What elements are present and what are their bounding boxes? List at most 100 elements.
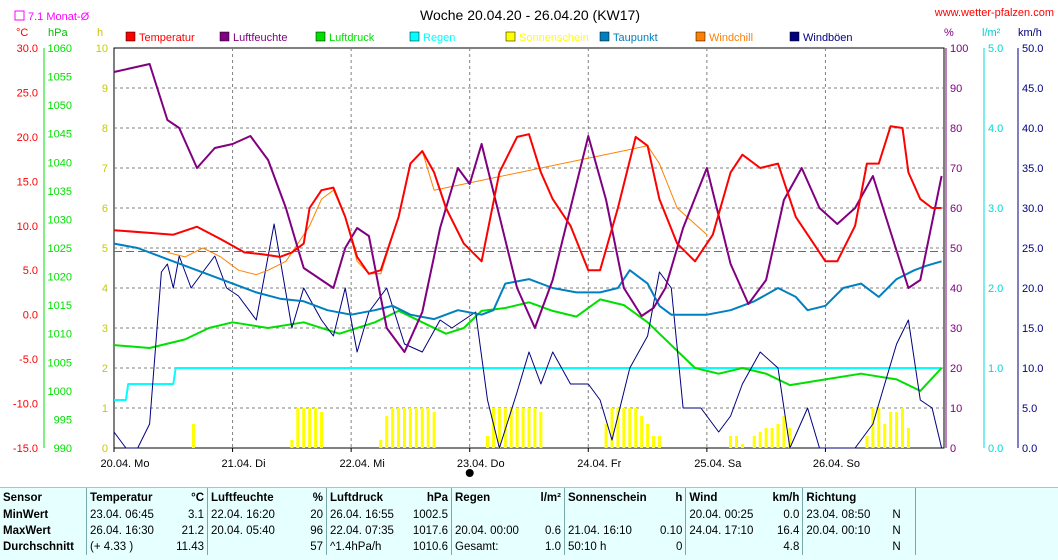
rain-time: 20.04. 00:00: [451, 523, 528, 539]
site-link[interactable]: www.wetter-pfalzen.com: [934, 7, 1054, 19]
sunshine-bar: [391, 408, 395, 448]
row-spacer: [915, 507, 1058, 523]
sunshine-bar: [420, 408, 424, 448]
sunshine-bar: [432, 412, 436, 448]
sun-time: 21.04. 16:10: [564, 523, 657, 539]
axis-tick-label-temp: 5.0: [23, 265, 38, 277]
axis-tick-label-humidity: 40: [950, 283, 962, 295]
axis-tick-label-temp: -15.0: [13, 443, 38, 455]
chart-title: Woche 20.04.20 - 26.04.20 (KW17): [420, 7, 640, 23]
axis-tick-label-sunshine: 10: [96, 43, 108, 55]
sunshine-bar: [497, 408, 501, 448]
dir-val: N: [892, 509, 901, 521]
sunshine-bar: [426, 408, 430, 448]
axis-tick-label-rain: 5.0: [988, 43, 1003, 55]
axis-tick-label-rain: 2.0: [988, 283, 1003, 295]
axis-tick-label-wind: 25.0: [1022, 243, 1043, 255]
hdr-regen-unit: l/m²: [540, 491, 561, 504]
axis-tick-label-sunshine: 6: [102, 203, 108, 215]
sunshine-bar: [385, 416, 389, 448]
axis-tick-label-temp: 0.0: [23, 310, 38, 322]
x-tick-label: 23.04. Do: [457, 458, 505, 470]
sunshine-bar: [491, 408, 495, 448]
stats-row-avg: Durchschnitt (+ 4.33 ) 11.43 57 ^1.4hPa/…: [0, 539, 1058, 555]
x-tick-label: 25.04. Sa: [694, 458, 742, 470]
sunshine-bar: [191, 424, 195, 448]
hdr-sonne-unit: h: [675, 491, 683, 504]
legend-label: Luftfeuchte: [233, 32, 287, 44]
sunshine-bar: [604, 424, 608, 448]
hdr-richtung: Richtung: [802, 488, 890, 507]
sunshine-bar: [320, 412, 323, 448]
temp-time: 23.04. 06:45: [86, 507, 171, 523]
dir-time: [802, 539, 890, 555]
sun-time: [564, 507, 657, 523]
sunshine-bar: [515, 408, 519, 448]
axis-tick-label-temp: 30.0: [17, 43, 38, 55]
axis-tick-label-pressure: 1025: [48, 243, 72, 255]
axis-tick-label-humidity: 70: [950, 163, 962, 175]
axis-tick-label-pressure: 1060: [48, 43, 72, 55]
x-tick-label: 26.04. So: [813, 458, 860, 470]
axis-tick-label-rain: 4.0: [988, 123, 1003, 135]
axis-tick-label-temp: -10.0: [13, 399, 38, 411]
axis-tick-label-humidity: 30: [950, 323, 962, 335]
axis-tick-label-sunshine: 8: [102, 123, 108, 135]
series-line-regen: [114, 367, 942, 401]
temp-time: 26.04. 16:30: [86, 523, 171, 539]
series-line-windben: [113, 223, 943, 449]
sunshine-bar: [527, 408, 531, 448]
row-spacer: [915, 539, 1058, 555]
sunshine-bar: [735, 436, 738, 448]
wind-time: 24.04. 17:10: [685, 523, 763, 539]
row-label: MinWert: [3, 509, 49, 521]
sunshine-bar: [397, 408, 401, 448]
legend-label: Windchill: [709, 32, 753, 44]
hdr-luftfeuchte: Luftfeuchte: [207, 488, 298, 507]
hdr-regen: Regen: [451, 488, 528, 507]
sunshine-bar: [657, 436, 661, 448]
rain-time: [451, 507, 528, 523]
legend-swatch: [599, 31, 610, 42]
axis-tick-label-wind: 0.0: [1022, 443, 1037, 455]
axis-tick-label-pressure: 1040: [48, 157, 72, 169]
sun-val: 0.10: [660, 525, 683, 537]
series-lines: [113, 63, 943, 449]
axis-tick-label-sunshine: 3: [102, 323, 108, 335]
axis-tick-label-humidity: 10: [950, 403, 962, 415]
series-line-luftfeuchte: [113, 63, 943, 353]
sunshine-bar: [628, 408, 632, 448]
hum-val: 57: [310, 541, 323, 553]
axis-tick-label-pressure: 1010: [48, 329, 72, 341]
rain-unit: l/m²: [982, 27, 1001, 39]
legend-swatch: [219, 31, 230, 42]
legend-label: Windböen: [803, 32, 853, 44]
sunshine-bar: [865, 436, 869, 448]
press-time: ^1.4hPa/h: [326, 539, 405, 555]
axis-tick-label-sunshine: 4: [102, 283, 108, 295]
hdr-richtung-val: [889, 488, 916, 507]
sun-val: 0: [675, 541, 683, 553]
axis-tick-label-pressure: 1015: [48, 300, 72, 312]
axis-tick-label-pressure: 1055: [48, 72, 72, 84]
x-tick-label: 20.04. Mo: [101, 458, 150, 470]
monthly-avg-label: 7.1 Monat-Ø: [28, 11, 90, 23]
hum-time: [207, 539, 298, 555]
x-tick-label: 21.04. Di: [222, 458, 266, 470]
legend-swatch: [315, 31, 326, 42]
sunshine-bar: [883, 424, 887, 448]
sunshine-bar: [622, 408, 626, 448]
hdr-luftdruck-unit: hPa: [426, 491, 448, 504]
row-spacer: [915, 523, 1058, 539]
hum-val: 96: [310, 525, 323, 537]
sunshine-bar: [379, 440, 383, 448]
axis-tick-label-rain: 3.0: [988, 203, 1003, 215]
x-axis-labels: 20.04. Mo 21.04. Di 22.04. Mi 23.04. Do 24.0…: [101, 448, 860, 470]
hdr-sonne: Sonnenschein: [564, 488, 657, 507]
axis-tick-label-wind: 5.0: [1022, 403, 1037, 415]
legend: Temperatur Luftfeuchte Luftdruck Regen Sonne…: [125, 31, 853, 44]
axis-tick-label-pressure: 1020: [48, 272, 72, 284]
x-tick-label: 22.04. Mi: [340, 458, 385, 470]
stats-header-row: Sensor Temperatur °C Luftfeuchte % Luftd…: [0, 488, 1058, 507]
axis-tick-label-wind: 10.0: [1022, 363, 1043, 375]
